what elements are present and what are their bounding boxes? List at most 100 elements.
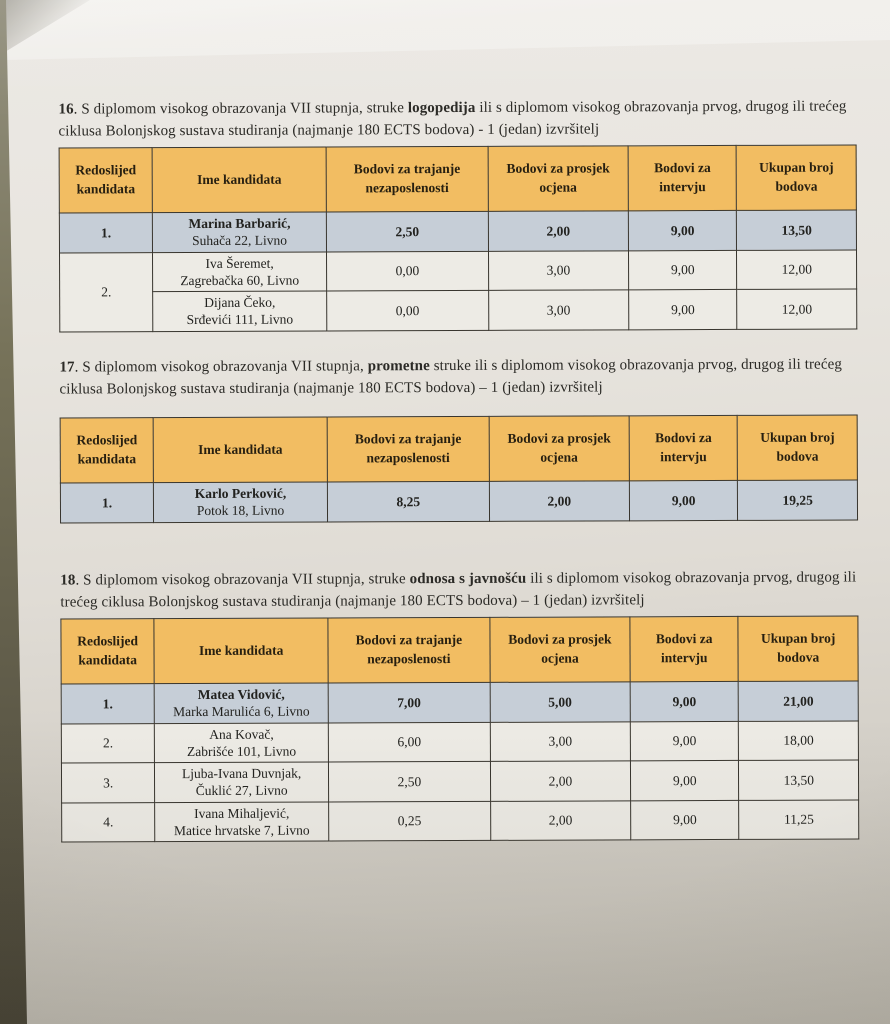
header-row: Redoslijed kandidata Ime kandidata Bodovi … [59,144,857,214]
rank-cell: 1. [61,683,155,724]
score-cell: 13,50 [738,760,859,801]
score-cell: 0,00 [326,250,489,292]
candidate-name: Iva Šeremet, [205,255,274,271]
candidate-cell: Ivana Mihaljević, Matice hrvatske 7, Livn… [154,801,329,842]
score-cell: 2,00 [488,210,629,251]
column-header: Redoslijed kandidata [60,618,155,685]
candidate-name: Matea Vidović, [197,686,285,703]
score-cell: 8,25 [327,481,490,522]
score-cell: 0,00 [326,290,489,331]
score-cell: 9,00 [630,681,739,722]
candidate-name: Dijana Čeko, [204,294,276,311]
table-row: 2. Ana Kovač, Zabrišće 101, Livno 6,00 3,00 9… [61,720,859,764]
column-header: Bodovi za intervju [629,415,738,481]
column-header: Bodovi za intervju [629,616,739,682]
candidate-address: Potok 18, Livno [196,502,285,519]
document-page: 16. S diplomom visokog obrazovanja VII s… [58,0,860,1024]
paragraph-bold-text: 16 [58,101,74,118]
score-cell: 0,25 [328,800,491,842]
candidate-cell: Matea Vidović, Marka Marulića 6, Livno [154,683,329,724]
candidate-address: Matice hrvatske 7, Livno [173,822,310,838]
score-cell: 13,50 [736,209,857,250]
candidates-table: Redoslijed kandidata Ime kandidata Bodovi … [59,414,859,524]
table-row: Dijana Čeko, Srđevići 111, Livno 0,00 3,00 9… [60,289,857,332]
score-cell: 9,00 [628,289,738,330]
paragraph-text: . S diplomom visokog obrazovanja VII stu… [74,358,368,376]
candidate-name: Marina Barbarić, [188,215,291,232]
section-paragraph: 17. S diplomom visokog obrazovanja VII s… [59,353,857,400]
rank-cell: 4. [61,802,155,843]
score-cell: 7,00 [328,682,491,723]
score-cell: 3,00 [490,721,631,762]
table-row: 1. Karlo Perković, Potok 18, Livno 8,25 2,00… [60,479,858,523]
score-cell: 9,00 [628,210,737,251]
column-header: Ime kandidata [153,417,328,483]
section-17: 17. S diplomom visokog obrazovanja VII s… [59,353,859,524]
rank-cell: 1. [59,212,153,253]
score-cell: 9,00 [630,760,740,801]
column-header: Bodovi za prosjek ocjena [489,616,631,683]
paragraph-text: . S diplomom visokog obrazovanja VII stu… [75,571,410,589]
score-cell: 19,25 [737,479,858,520]
score-cell: 2,00 [489,480,630,521]
paragraph-bold-text: logopedija [407,99,476,117]
rank-cell: 2. [61,723,155,764]
candidate-address: Marka Marulića 6, Livno [173,703,310,720]
column-header: Bodovi za trajanje nezaposlenosti [326,146,489,213]
paragraph-text: . S diplomom visokog obrazovanja VII stu… [73,100,408,118]
table-row: 4. Ivana Mihaljević, Matice hrvatske 7, Li… [61,799,859,843]
section-18: 18. S diplomom visokog obrazovanja VII s… [60,566,860,843]
section-paragraph: 18. S diplomom visokog obrazovanja VII s… [60,566,858,613]
header-row: Redoslijed kandidata Ime kandidata Bodovi … [60,414,858,484]
column-header: Ime kandidata [152,147,327,213]
header-row: Redoslijed kandidata Ime kandidata Bodovi … [60,615,859,685]
score-cell: 3,00 [488,289,629,330]
table-row: 3. Ljuba-Ivana Duvnjak, Čuklić 27, Livno 2,… [61,760,859,803]
score-cell: 18,00 [738,720,859,761]
score-cell: 9,00 [628,249,738,290]
score-cell: 3,00 [488,250,629,291]
score-cell: 2,50 [326,211,489,252]
table-row: 2. Iva Šeremet, Zagrebačka 60, Livno 0,00 3,… [59,249,857,332]
candidate-address: Zabrišće 101, Livno [186,743,297,759]
score-cell: 12,00 [737,289,857,330]
candidate-name: Ivana Mihaljević, [194,805,290,821]
column-header: Bodovi za prosjek ocjena [488,415,630,482]
score-cell: 9,00 [630,720,739,761]
photo-background-edge [0,0,27,1024]
table-row: 1. Marina Barbarić, Suhača 22, Livno 2,50 2,… [59,209,857,253]
column-header: Bodovi za prosjek ocjena [487,145,629,212]
score-cell: 9,00 [629,480,738,521]
column-header: Redoslijed kandidata [59,147,153,214]
candidate-cell: Ljuba-Ivana Duvnjak, Čuklić 27, Livno [154,762,329,803]
rank-cell: 1. [60,482,154,523]
candidate-address: Zagrebačka 60, Livno [180,272,300,288]
column-header: Bodovi za intervju [628,145,737,211]
candidate-name: Ana Kovač, [209,726,274,742]
candidates-table: Redoslijed kandidata Ime kandidata Bodovi … [58,144,858,333]
column-header: Ukupan broj bodova [737,414,858,481]
candidate-cell: Ana Kovač, Zabrišće 101, Livno [154,722,329,763]
candidate-cell: Dijana Čeko, Srđevići 111, Livno [152,291,327,332]
candidate-address: Suhača 22, Livno [192,232,288,249]
candidates-table: Redoslijed kandidata Ime kandidata Bodovi … [60,615,860,843]
score-cell: 5,00 [489,681,631,722]
column-header: Bodovi za trajanje nezaposlenosti [327,416,490,483]
section-paragraph: 16. S diplomom visokog obrazovanja VII s… [58,95,856,142]
section-16: 16. S diplomom visokog obrazovanja VII s… [58,95,858,333]
paragraph-bold-text: 17 [59,359,75,376]
table-row: 1. Matea Vidović, Marka Marulića 6, Livno 7… [61,680,859,724]
candidate-address: Srđevići 111, Livno [186,311,294,328]
column-header: Ukupan broj bodova [738,615,859,682]
score-cell: 2,00 [490,800,631,841]
score-cell: 21,00 [738,680,859,721]
score-cell: 11,25 [739,799,859,840]
candidate-name: Ljuba-Ivana Duvnjak, [181,765,302,782]
paragraph-bold-text: odnosa s javnošću [409,570,527,588]
score-cell: 6,00 [328,721,491,763]
paragraph-bold-text: 18 [60,572,76,589]
column-header: Bodovi za trajanje nezaposlenosti [327,617,490,684]
score-cell: 2,00 [490,760,631,801]
column-header: Ukupan broj bodova [736,144,857,211]
